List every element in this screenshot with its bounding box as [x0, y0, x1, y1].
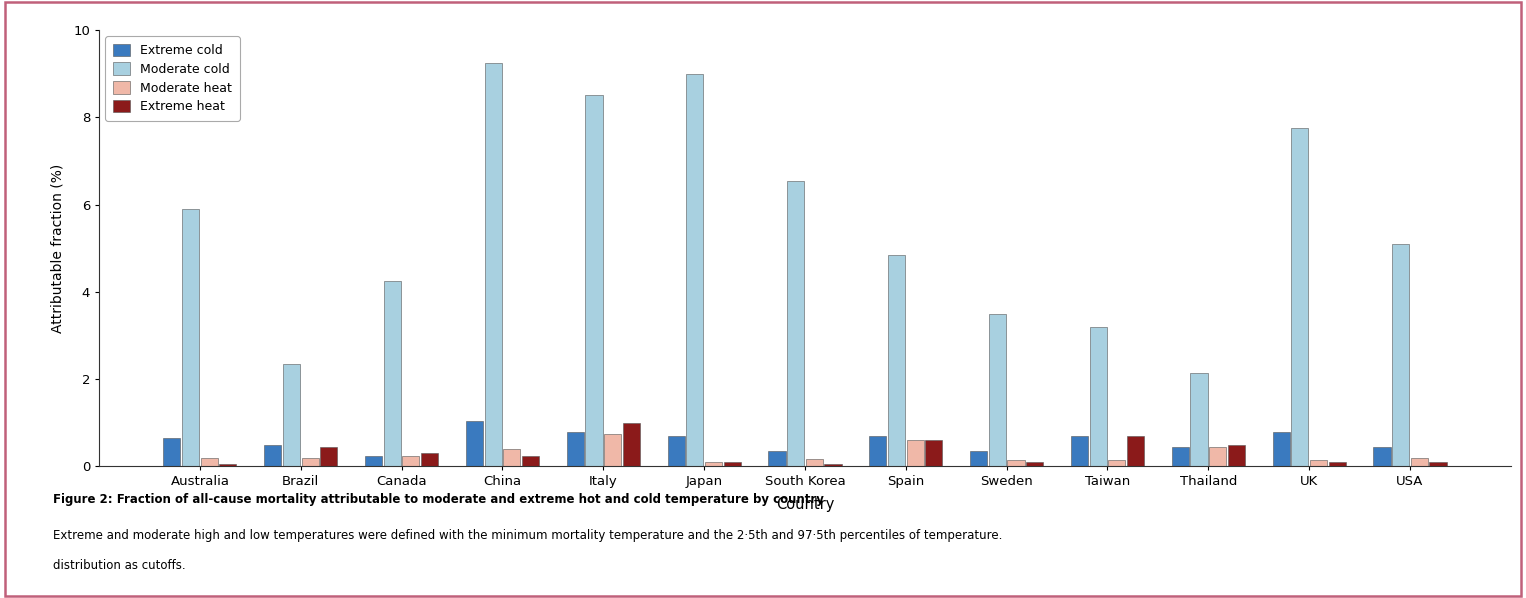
Bar: [264, 445, 281, 466]
Y-axis label: Attributable fraction (%): Attributable fraction (%): [50, 163, 66, 333]
Bar: [302, 457, 319, 466]
Bar: [1071, 436, 1088, 466]
Text: distribution as cutoffs.: distribution as cutoffs.: [53, 559, 186, 572]
Bar: [971, 451, 987, 466]
Bar: [365, 456, 382, 466]
Bar: [1090, 327, 1106, 466]
Bar: [200, 457, 218, 466]
Bar: [586, 95, 603, 466]
Bar: [925, 440, 943, 466]
Bar: [163, 438, 180, 466]
Bar: [1273, 432, 1289, 466]
Bar: [522, 456, 539, 466]
Bar: [220, 464, 237, 466]
Bar: [1309, 460, 1328, 466]
Bar: [504, 449, 520, 466]
Bar: [421, 453, 438, 466]
Bar: [1291, 128, 1308, 466]
Bar: [870, 436, 887, 466]
Bar: [1172, 447, 1189, 466]
Bar: [383, 281, 401, 466]
Bar: [705, 462, 722, 466]
Bar: [1126, 436, 1144, 466]
Bar: [769, 451, 786, 466]
Bar: [1190, 373, 1207, 466]
Bar: [1209, 447, 1227, 466]
Legend: Extreme cold, Moderate cold, Moderate heat, Extreme heat: Extreme cold, Moderate cold, Moderate he…: [105, 36, 240, 121]
Bar: [1007, 460, 1024, 466]
Bar: [906, 440, 923, 466]
Bar: [888, 255, 905, 466]
Bar: [1373, 447, 1390, 466]
Bar: [465, 420, 484, 466]
Bar: [1025, 462, 1044, 466]
Bar: [806, 459, 823, 466]
Bar: [824, 464, 841, 466]
Bar: [989, 313, 1006, 466]
Bar: [566, 432, 584, 466]
Bar: [320, 447, 337, 466]
Bar: [604, 434, 621, 466]
Bar: [1108, 460, 1125, 466]
Bar: [485, 63, 502, 466]
Bar: [623, 423, 639, 466]
Bar: [1410, 457, 1428, 466]
Bar: [787, 181, 804, 466]
Bar: [182, 209, 200, 466]
Bar: [1228, 445, 1245, 466]
Bar: [282, 364, 301, 466]
Bar: [1392, 244, 1410, 466]
Bar: [723, 462, 740, 466]
Bar: [1329, 462, 1346, 466]
Text: Figure 2: Fraction of all-cause mortality attributable to moderate and extreme h: Figure 2: Fraction of all-cause mortalit…: [53, 493, 824, 507]
Bar: [1430, 462, 1447, 466]
X-axis label: Country: Country: [775, 497, 835, 512]
Bar: [667, 436, 685, 466]
Text: Extreme and moderate high and low temperatures were defined with the minimum mor: Extreme and moderate high and low temper…: [53, 529, 1003, 542]
Bar: [403, 456, 420, 466]
Bar: [687, 74, 703, 466]
